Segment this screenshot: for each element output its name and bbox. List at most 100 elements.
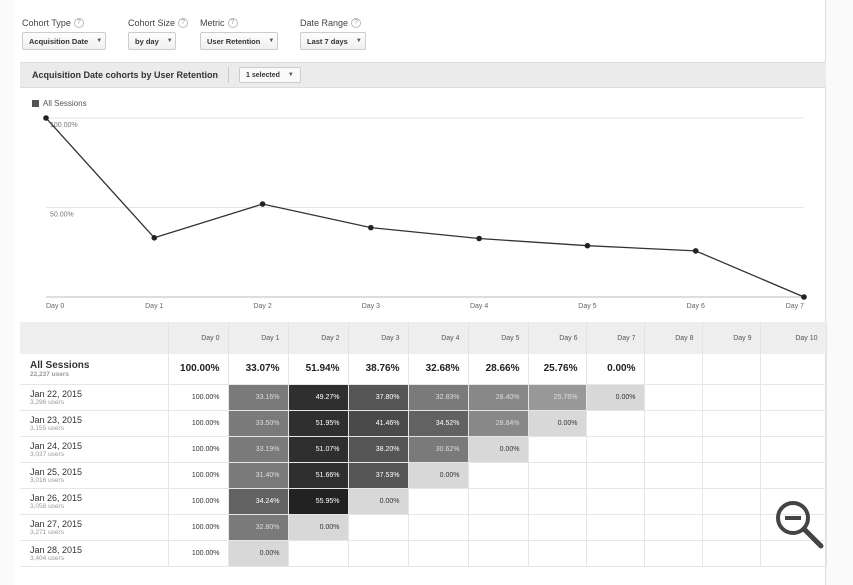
- cohort-size-control: Cohort Size? by day ▼: [128, 18, 189, 50]
- x-tick-label: Day 4: [470, 303, 488, 310]
- data-point: [692, 248, 699, 254]
- legend-swatch: [32, 100, 39, 107]
- retention-cell: 33.50%: [228, 410, 289, 437]
- retention-cell: [644, 488, 703, 515]
- zoom-out-magnifier-icon[interactable]: [771, 496, 831, 556]
- retention-cell: 25.76%: [528, 384, 587, 411]
- table-header-cohort: [20, 322, 169, 354]
- retention-cell: [760, 540, 827, 567]
- chevron-down-icon: ▼: [287, 72, 294, 78]
- retention-cell: 51.94%: [288, 354, 349, 385]
- metric-dropdown[interactable]: User Retention ▼: [200, 32, 278, 50]
- chart-title: Acquisition Date cohorts by User Retenti…: [32, 70, 219, 80]
- retention-cell: 100.00%: [168, 540, 229, 567]
- date-range-dropdown[interactable]: Last 7 days ▼: [300, 32, 366, 50]
- retention-cell: 100.00%: [168, 384, 229, 411]
- table-row: Jan 23, 2015 3,155 users 100.00% 33.50% 51.9…: [20, 410, 827, 437]
- retention-line-chart: 100.00% 50.00% Day 0 Day 1 Day 2 Day 3 Day 4 Da…: [43, 115, 807, 310]
- retention-cell: [702, 514, 761, 541]
- retention-cell: 25.76%: [528, 354, 587, 385]
- retention-cell: [528, 462, 587, 489]
- cohort-label-cell: Jan 22, 2015 3,296 users: [20, 384, 169, 411]
- cohort-size-dropdown[interactable]: by day ▼: [128, 32, 176, 50]
- cohort-label-cell: Jan 24, 2015 3,037 users: [20, 436, 169, 463]
- retention-cell: [586, 436, 645, 463]
- retention-cell: 0.00%: [586, 384, 645, 411]
- cohort-users: 3,058 users: [30, 502, 64, 510]
- retention-cell: [408, 488, 469, 515]
- retention-cell: 33.16%: [228, 384, 289, 411]
- cohort-table: Day 0 Day 1 Day 2 Day 3 Day 4 Day 5 Day 6 Day 7…: [20, 322, 827, 567]
- retention-cell: [468, 540, 529, 567]
- help-icon[interactable]: ?: [351, 18, 362, 28]
- retention-cell: [528, 488, 587, 515]
- table-row: Jan 25, 2015 3,016 users 100.00% 31.40% 51.6…: [20, 462, 827, 489]
- retention-cell: [644, 436, 703, 463]
- series-selector-dropdown[interactable]: 1 selected ▼: [239, 67, 301, 83]
- retention-cell: 28.84%: [468, 410, 529, 437]
- retention-cell: 28.66%: [468, 354, 529, 385]
- retention-cell: [702, 410, 761, 437]
- retention-cell: 32.68%: [408, 354, 469, 385]
- retention-cell: 0.00%: [528, 410, 587, 437]
- metric-control: Metric? User Retention ▼: [200, 18, 278, 50]
- cohort-date: Jan 28, 2015: [30, 544, 83, 555]
- retention-cell: [408, 540, 469, 567]
- cohort-label-cell: Jan 25, 2015 3,016 users: [20, 462, 169, 489]
- retention-cell: [702, 488, 761, 515]
- help-icon[interactable]: ?: [73, 18, 84, 28]
- retention-cell: 38.76%: [348, 354, 409, 385]
- table-row-total: All Sessions 22,237 users 100.00% 33.07% 51.…: [20, 354, 827, 385]
- metric-label: Metric: [200, 18, 225, 28]
- date-range-label: Date Range: [300, 18, 349, 28]
- retention-cell: [288, 540, 349, 567]
- cohort-users: 3,271 users: [30, 528, 64, 536]
- date-range-control: Date Range? Last 7 days ▼: [300, 18, 366, 50]
- retention-cell: [348, 540, 409, 567]
- retention-cell: 0.00%: [468, 436, 529, 463]
- retention-cell: [644, 354, 703, 385]
- retention-cell: [644, 410, 703, 437]
- retention-cell: [702, 540, 761, 567]
- retention-cell: [760, 436, 827, 463]
- retention-cell: 34.24%: [228, 488, 289, 515]
- retention-cell: 32.80%: [228, 514, 289, 541]
- retention-cell: [586, 410, 645, 437]
- retention-cell: 28.40%: [468, 384, 529, 411]
- table-header-day: Day 1: [228, 322, 289, 354]
- retention-cell: [644, 462, 703, 489]
- retention-cell: 100.00%: [168, 462, 229, 489]
- table-header-day: Day 7: [586, 322, 645, 354]
- retention-cell: [760, 384, 827, 411]
- retention-cell: [468, 488, 529, 515]
- retention-cell: [468, 462, 529, 489]
- help-icon[interactable]: ?: [178, 18, 189, 28]
- retention-cell: 0.00%: [408, 462, 469, 489]
- divider: [228, 67, 230, 83]
- cohort-users: 3,016 users: [30, 476, 64, 484]
- cohort-label-cell: Jan 23, 2015 3,155 users: [20, 410, 169, 437]
- retention-cell: 51.07%: [288, 436, 349, 463]
- retention-cell: 30.62%: [408, 436, 469, 463]
- retention-cell: [760, 354, 827, 385]
- table-header-day: Day 5: [468, 322, 529, 354]
- retention-cell: 49.27%: [288, 384, 349, 411]
- cohort-size-label: Cohort Size: [128, 18, 176, 28]
- retention-cell: 38.20%: [348, 436, 409, 463]
- help-icon[interactable]: ?: [227, 18, 238, 28]
- data-point: [43, 115, 49, 121]
- table-row: Jan 26, 2015 3,058 users 100.00% 34.24% 55.9…: [20, 488, 827, 515]
- cohort-type-dropdown[interactable]: Acquisition Date ▼: [22, 32, 106, 50]
- x-tick-label: Day 7: [786, 303, 804, 310]
- retention-cell: 37.53%: [348, 462, 409, 489]
- retention-cell: [348, 514, 409, 541]
- cohort-label-cell: All Sessions 22,237 users: [20, 354, 169, 385]
- retention-cell: 37.80%: [348, 384, 409, 411]
- data-point: [801, 294, 807, 300]
- retention-cell: 33.07%: [228, 354, 289, 385]
- table-header-day: Day 2: [288, 322, 349, 354]
- table-header-day: Day 0: [168, 322, 229, 354]
- report-page: Cohort Type? Acquisition Date ▼ Cohort Si…: [14, 0, 827, 585]
- legend-label: All Sessions: [43, 99, 87, 108]
- retention-cell: [586, 488, 645, 515]
